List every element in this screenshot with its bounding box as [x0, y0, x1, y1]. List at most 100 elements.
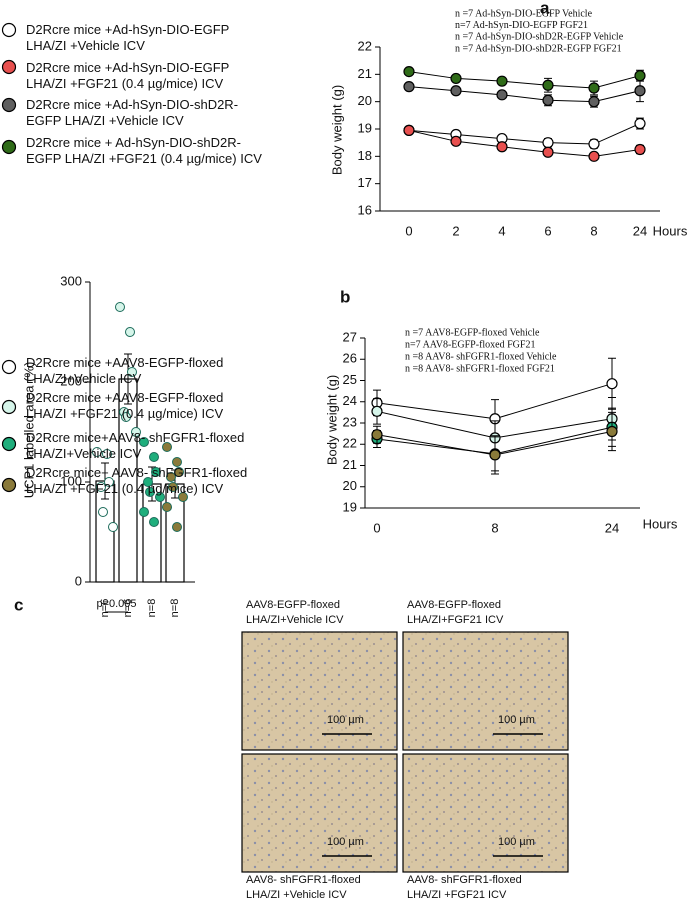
data-point — [149, 517, 159, 527]
annotation: p=0.005 — [96, 598, 136, 610]
series-line — [408, 71, 641, 89]
scale-bar-label: 100 µm — [327, 714, 364, 726]
x-tick-label: 8 — [491, 520, 498, 535]
data-point — [108, 522, 118, 532]
legend-label: D2Rcre mice +AAV8-EGFP-floxed LHA/ZI +FG… — [26, 390, 224, 421]
legend-label: D2Rcre mice +Ad-hSyn-DIO-shD2R-EGFP LHA/… — [26, 97, 239, 128]
y-tick-label: 19 — [358, 120, 372, 135]
x-tick-label: 0 — [405, 223, 412, 238]
x-tick-label: 24 — [633, 223, 647, 238]
data-point — [151, 467, 161, 477]
y-axis-label: Body weight (g) — [324, 375, 339, 465]
x-tick-label: n=8 — [169, 599, 181, 618]
data-point — [127, 367, 137, 377]
micrograph-image — [402, 753, 569, 873]
data-point — [178, 492, 188, 502]
x-tick-label: 24 — [605, 520, 619, 535]
data-point — [92, 447, 102, 457]
series-line — [408, 123, 641, 145]
y-tick-label: 25 — [343, 372, 357, 387]
x-tick-label: 4 — [498, 223, 505, 238]
data-point — [102, 449, 112, 459]
legend-label: D2Rcre mice+ AAV8- shFGFR1-floxed LHA/ZI… — [26, 465, 248, 496]
y-tick-label: 24 — [343, 393, 357, 408]
y-tick-label: 18 — [358, 148, 372, 163]
x-tick-label: 2 — [452, 223, 459, 238]
data-point — [496, 141, 508, 153]
data-point — [143, 477, 153, 487]
y-tick-label: 22 — [343, 436, 357, 451]
data-point — [542, 79, 554, 91]
scale-bar-label: 100 µm — [327, 836, 364, 848]
data-point — [496, 89, 508, 101]
micrograph-caption: LHA/ZI +Vehicle ICV — [246, 889, 347, 901]
scale-bar-label: 100 µm — [498, 836, 535, 848]
data-point — [542, 94, 554, 106]
y-tick-label: 20 — [343, 478, 357, 493]
y-tick-label: 200 — [60, 373, 82, 388]
legend-marker — [1, 436, 17, 452]
legend-label: D2Rcre mice +Ad-hSyn-DIO-EGFP LHA/ZI +FG… — [26, 60, 230, 91]
data-point — [542, 137, 554, 149]
legend-label: D2Rcre mice + Ad-hSyn-DIO-shD2R-EGFP LHA… — [26, 135, 262, 166]
data-point — [145, 487, 155, 497]
data-point — [606, 378, 618, 390]
micrograph-image — [241, 631, 398, 751]
y-tick-label: 100 — [60, 473, 82, 488]
y-tick-label: 27 — [343, 329, 357, 344]
data-point — [125, 327, 135, 337]
micrograph-caption: AAV8- shFGFR1-floxed — [407, 874, 522, 886]
data-point — [588, 150, 600, 162]
data-point — [172, 457, 182, 467]
data-point — [588, 138, 600, 150]
data-point — [496, 75, 508, 87]
y-tick-label: 19 — [343, 499, 357, 514]
y-tick-label: 17 — [358, 175, 372, 190]
data-point — [149, 452, 159, 462]
panel-label: c — [14, 595, 23, 614]
data-point — [172, 522, 182, 532]
data-point — [403, 81, 415, 93]
data-point — [634, 85, 646, 97]
data-point — [450, 72, 462, 85]
data-point — [166, 472, 176, 482]
y-axis-label: Body weight (g) — [329, 85, 344, 175]
annotation: n=7 Ad-hSyn-DIO-EGFP FGF21 — [455, 20, 588, 31]
legend-marker — [1, 22, 17, 38]
data-point — [139, 507, 149, 517]
data-point — [155, 492, 165, 502]
data-point — [606, 425, 618, 438]
y-tick-label: 23 — [343, 414, 357, 429]
micrograph-caption: AAV8-EGFP-floxed — [246, 599, 340, 611]
micrograph-caption: LHA/ZI+FGF21 ICV — [407, 614, 504, 626]
legend-marker — [1, 139, 17, 155]
series-line — [408, 129, 641, 157]
x-tick-label: 6 — [544, 223, 551, 238]
data-point — [96, 482, 106, 492]
annotation: n =7 AAV8-EGFP-floxed Vehicle — [405, 327, 540, 338]
data-point — [131, 427, 141, 437]
x-tick-label: 0 — [373, 520, 380, 535]
x-axis-label: Hours — [653, 223, 688, 238]
data-point — [588, 96, 600, 108]
micrograph-caption: LHA/ZI +FGF21 ICV — [407, 889, 507, 901]
data-point — [139, 437, 149, 447]
legend-marker — [1, 97, 17, 113]
micrograph-image — [241, 753, 398, 873]
y-tick-label: 21 — [358, 66, 372, 81]
panel-label: b — [340, 287, 350, 306]
y-tick-label: 16 — [358, 202, 372, 217]
panel-label: a — [540, 0, 550, 17]
legend-marker — [1, 399, 17, 415]
data-point — [634, 70, 646, 82]
x-axis-label: Hours — [643, 516, 678, 531]
y-tick-label: 300 — [60, 273, 82, 288]
data-point — [634, 143, 646, 156]
legend-label: D2Rcre mice+AAV8- shFGFR1-floxed LHA/ZI+… — [26, 430, 245, 461]
micrograph-caption: LHA/ZI+Vehicle ICV — [246, 614, 344, 626]
x-tick-label: n=6 — [99, 599, 111, 618]
annotation: n =7 Ad-hSyn-DIO-shD2R-EGFP Vehicle — [455, 32, 624, 43]
data-point — [450, 135, 462, 147]
